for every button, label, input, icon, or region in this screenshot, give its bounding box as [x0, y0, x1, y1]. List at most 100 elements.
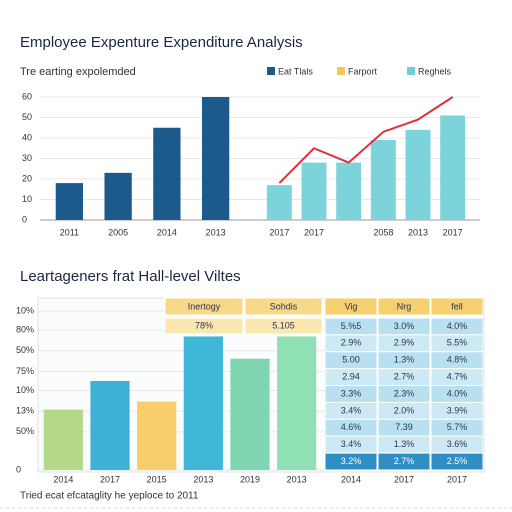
table-header-cell [244, 297, 323, 316]
table-cell-bg [244, 317, 323, 335]
table-cell: 2.0% [394, 405, 415, 415]
x-tick-label: 2017 [304, 227, 324, 237]
legend-swatch [407, 67, 415, 75]
legend-swatch [267, 67, 275, 75]
table-cell: 5.7% [447, 422, 468, 432]
table-cell: 3.6% [447, 439, 468, 449]
bar [153, 127, 181, 220]
table-cell: 3.2% [341, 456, 362, 466]
y-tick-label: 50% [16, 345, 34, 355]
table-cell-bg [324, 452, 378, 471]
x-tick-label: 2015 [147, 474, 167, 484]
x-tick-label: 2011 [60, 227, 79, 237]
x-tick-label: 2017 [394, 474, 414, 484]
table-cell: 4.7% [447, 371, 468, 381]
table-cell: 4.0% [447, 388, 468, 398]
table-cell: 4.6% [341, 422, 362, 432]
y-tick-label: 50 [22, 112, 32, 122]
title: Employee Expenture Expenditure Analysis [20, 34, 303, 51]
table-header: fell [451, 301, 463, 311]
chart-title: Leartageners frat Hall-level Viltes [20, 268, 241, 285]
table-cell: 3.4% [341, 439, 362, 449]
x-tick-label: 2014 [341, 474, 361, 484]
legend-label: Farport [348, 66, 378, 76]
table-header: Inertogy [188, 301, 221, 311]
x-tick-label: 2017 [100, 474, 120, 484]
table-cell: 2.9% [341, 338, 362, 348]
table-cell: 3.3% [341, 388, 362, 398]
y-tick-label: 10 [22, 194, 32, 204]
x-tick-label: 2017 [443, 227, 463, 237]
table-cell: 2.3% [394, 388, 415, 398]
line [278, 96, 454, 184]
x-tick-label: 2017 [447, 474, 467, 484]
x-tick-label: 2014 [157, 227, 177, 237]
table-cell: 5.%5 [341, 321, 362, 331]
y-tick-label: 10% [16, 385, 34, 395]
y-tick-label: 20 [22, 173, 32, 183]
y-tick-label: 80% [16, 324, 34, 334]
table-cell: 5.5% [447, 338, 468, 348]
bar [405, 129, 431, 220]
table-cell: 1.3% [394, 439, 415, 449]
x-tick-label: 2058 [373, 227, 393, 237]
table-header-cell [377, 297, 431, 316]
x-tick-label: 2013 [193, 474, 213, 484]
legend-label: Reghels [418, 66, 452, 76]
bar [301, 162, 327, 220]
y-tick-label: 0 [16, 464, 21, 474]
table-cell: 2.5% [447, 456, 468, 466]
table-cell: 5.00 [342, 355, 360, 365]
y-tick-label: 60 [22, 91, 32, 101]
table-header-cell [430, 297, 484, 316]
x-tick-label: 2019 [240, 474, 260, 484]
x-tick-label: 2017 [269, 227, 289, 237]
y-tick-label: 10% [16, 305, 34, 315]
x-tick-label: 2014 [53, 474, 73, 484]
x-tick-label: 2013 [287, 474, 307, 484]
bar [370, 140, 396, 220]
table-header: Nrg [397, 301, 412, 311]
x-tick-label: 2005 [108, 227, 128, 237]
bar [336, 162, 362, 220]
table-header: Sohdis [270, 301, 298, 311]
bar [55, 183, 84, 220]
table-cell: 3.9% [447, 405, 468, 415]
bar [201, 97, 230, 220]
y-tick-label: 40 [22, 132, 32, 142]
bar [266, 185, 292, 220]
x-tick-label: 2013 [408, 227, 428, 237]
table-header: Vig [345, 301, 358, 311]
table-cell: 1.3% [394, 355, 415, 365]
table-cell: 3.0% [394, 321, 415, 331]
table-cell: 2.9% [394, 338, 415, 348]
y-tick-label: 0 [22, 214, 27, 224]
legend-label: Eat Tlals [278, 66, 313, 76]
table-header-cell [324, 297, 378, 316]
bar [90, 380, 130, 470]
table-cell: 4.0% [447, 321, 468, 331]
legend-swatch [337, 67, 345, 75]
subtitle: Tre earting expolemded [20, 66, 136, 78]
bar [43, 409, 83, 470]
bar [104, 172, 132, 220]
table-cell-bg [430, 452, 484, 471]
table-cell: 7.39 [395, 422, 413, 432]
bar [440, 115, 466, 220]
table-cell: 78% [195, 320, 213, 330]
y-tick-label: 13% [16, 406, 34, 416]
x-tick-label: 2013 [206, 227, 226, 237]
table-cell-bg [377, 452, 431, 471]
table-cell: 5.105 [272, 320, 295, 330]
table-cell: 3.4% [341, 405, 362, 415]
table-cell: 2.7% [394, 371, 415, 381]
table-cell-bg [164, 317, 244, 335]
bar [137, 401, 177, 470]
bar [183, 336, 223, 470]
y-tick-label: 30 [22, 153, 32, 163]
y-tick-label: 75% [16, 366, 34, 376]
table-header-cell [164, 297, 244, 316]
table-cell: 2.94 [342, 371, 360, 381]
table-cell: 2.7% [394, 456, 415, 466]
